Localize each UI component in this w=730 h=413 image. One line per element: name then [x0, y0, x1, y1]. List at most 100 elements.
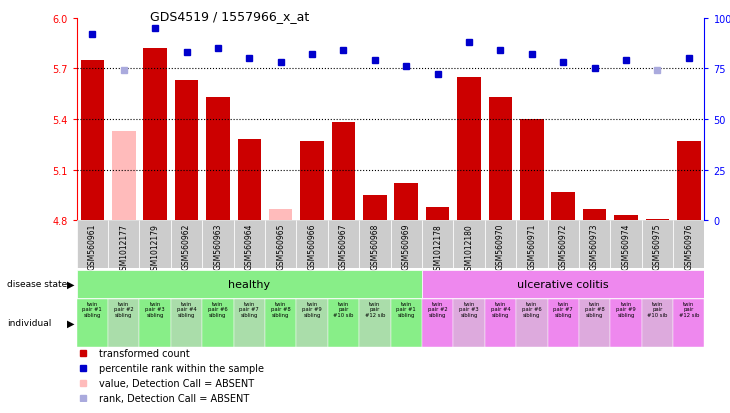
Text: GDS4519 / 1557966_x_at: GDS4519 / 1557966_x_at	[150, 10, 309, 23]
Bar	[583, 209, 607, 221]
Text: GSM560964: GSM560964	[245, 223, 254, 270]
Text: GSM560973: GSM560973	[590, 223, 599, 270]
Bar	[331, 123, 356, 221]
Bar	[548, 221, 579, 268]
Bar	[363, 196, 387, 221]
Text: ulcerative colitis: ulcerative colitis	[518, 279, 609, 289]
Text: GSM560971: GSM560971	[527, 223, 537, 270]
Bar	[426, 207, 450, 221]
Text: transformed count: transformed count	[99, 349, 189, 358]
Text: GSM1012180: GSM1012180	[464, 223, 474, 274]
Bar	[296, 221, 328, 268]
Bar	[77, 270, 422, 298]
Bar	[112, 132, 136, 221]
Text: twin
pair #4
sibling: twin pair #4 sibling	[177, 301, 196, 318]
Bar	[453, 299, 485, 347]
Bar	[108, 221, 139, 268]
Text: twin
pair #3
sibling: twin pair #3 sibling	[459, 301, 479, 318]
Bar	[265, 221, 296, 268]
Text: twin
pair #3
sibling: twin pair #3 sibling	[145, 301, 165, 318]
Text: GSM560970: GSM560970	[496, 223, 505, 270]
Text: twin
pair #4
sibling: twin pair #4 sibling	[491, 301, 510, 318]
Text: GSM560968: GSM560968	[370, 223, 380, 270]
Bar	[174, 81, 199, 221]
Text: percentile rank within the sample: percentile rank within the sample	[99, 363, 264, 373]
Bar	[516, 221, 548, 268]
Bar	[77, 221, 108, 268]
Text: GSM560969: GSM560969	[402, 223, 411, 270]
Text: ▶: ▶	[67, 318, 74, 328]
Bar	[139, 299, 171, 347]
Text: twin
pair
#10 sib: twin pair #10 sib	[334, 301, 353, 318]
Bar	[485, 299, 516, 347]
Text: individual: individual	[7, 319, 52, 328]
Bar	[520, 120, 544, 221]
Bar	[80, 61, 104, 221]
Bar	[422, 270, 704, 298]
Bar	[359, 299, 391, 347]
Text: GSM1012178: GSM1012178	[433, 223, 442, 274]
Text: ▶: ▶	[67, 279, 74, 289]
Bar	[391, 299, 422, 347]
Text: GSM560975: GSM560975	[653, 223, 662, 270]
Text: twin
pair #9
sibling: twin pair #9 sibling	[302, 301, 322, 318]
Bar	[457, 78, 481, 221]
Text: GSM560966: GSM560966	[307, 223, 317, 270]
Text: twin
pair #6
sibling: twin pair #6 sibling	[522, 301, 542, 318]
Bar	[614, 216, 638, 221]
Bar	[359, 221, 391, 268]
Bar	[610, 299, 642, 347]
Text: GSM560967: GSM560967	[339, 223, 348, 270]
Bar	[77, 299, 108, 347]
Bar	[394, 184, 418, 221]
Text: GSM560976: GSM560976	[684, 223, 693, 270]
Bar	[391, 221, 422, 268]
Bar	[206, 98, 230, 221]
Bar	[642, 221, 673, 268]
Bar	[677, 142, 701, 221]
Bar	[642, 299, 673, 347]
Bar	[328, 299, 359, 347]
Text: twin
pair #8
sibling: twin pair #8 sibling	[585, 301, 604, 318]
Text: twin
pair
#12 sib: twin pair #12 sib	[365, 301, 385, 318]
Text: twin
pair #2
sibling: twin pair #2 sibling	[114, 301, 134, 318]
Bar	[422, 299, 453, 347]
Text: rank, Detection Call = ABSENT: rank, Detection Call = ABSENT	[99, 394, 249, 404]
Text: value, Detection Call = ABSENT: value, Detection Call = ABSENT	[99, 378, 254, 388]
Text: GSM560963: GSM560963	[213, 223, 223, 270]
Text: GSM560961: GSM560961	[88, 223, 97, 270]
Text: GSM560972: GSM560972	[558, 223, 568, 270]
Text: twin
pair #9
sibling: twin pair #9 sibling	[616, 301, 636, 318]
Bar	[234, 221, 265, 268]
Text: twin
pair #1
sibling: twin pair #1 sibling	[396, 301, 416, 318]
Text: disease state: disease state	[7, 280, 68, 288]
Bar	[237, 140, 261, 221]
Bar	[645, 219, 669, 221]
Bar	[610, 221, 642, 268]
Bar	[202, 299, 234, 347]
Bar	[422, 221, 453, 268]
Text: twin
pair
#10 sib: twin pair #10 sib	[648, 301, 667, 318]
Text: GSM560962: GSM560962	[182, 223, 191, 270]
Bar	[516, 299, 548, 347]
Bar	[171, 299, 202, 347]
Text: GSM1012179: GSM1012179	[150, 223, 160, 274]
Bar	[673, 299, 704, 347]
Text: twin
pair #1
sibling: twin pair #1 sibling	[82, 301, 102, 318]
Bar	[579, 221, 610, 268]
Text: twin
pair #2
sibling: twin pair #2 sibling	[428, 301, 447, 318]
Bar	[108, 299, 139, 347]
Bar	[139, 221, 171, 268]
Bar	[269, 209, 293, 221]
Text: twin
pair #7
sibling: twin pair #7 sibling	[553, 301, 573, 318]
Text: healthy: healthy	[228, 279, 270, 289]
Bar	[579, 299, 610, 347]
Text: GSM1012177: GSM1012177	[119, 223, 128, 274]
Bar	[265, 299, 296, 347]
Bar	[171, 221, 202, 268]
Bar	[488, 98, 512, 221]
Text: GSM560965: GSM560965	[276, 223, 285, 270]
Text: twin
pair #6
sibling: twin pair #6 sibling	[208, 301, 228, 318]
Bar	[548, 299, 579, 347]
Bar	[551, 192, 575, 221]
